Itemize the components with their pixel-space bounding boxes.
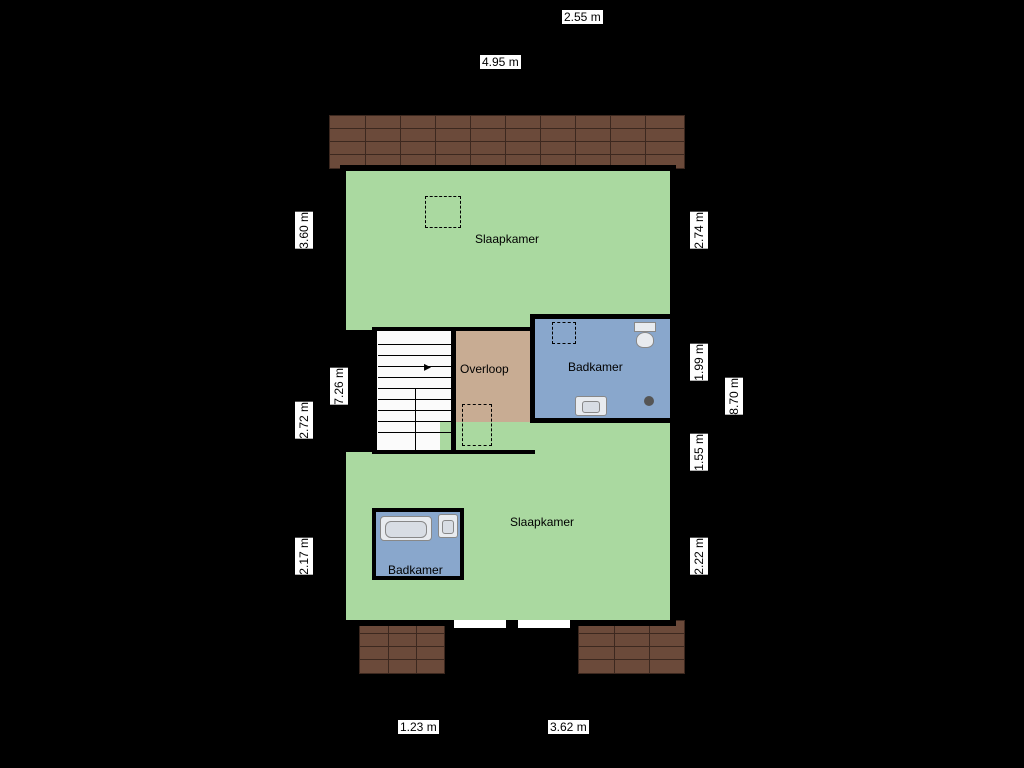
dim-left-2: 7.26 m: [330, 368, 348, 405]
stair-arrow-icon: ▸: [424, 358, 431, 375]
dim-right-2: 1.99 m: [690, 344, 708, 381]
wall: [670, 165, 676, 625]
wall: [372, 450, 454, 454]
dim-top-inner: 4.95 m: [480, 55, 521, 69]
room-bottom-leftfill: [345, 510, 375, 578]
label-slaapkamer-top: Slaapkamer: [475, 232, 539, 246]
room-slaapkamer-bottom-ext2: [345, 578, 442, 622]
bathtub-icon: [380, 516, 432, 541]
roof-bottom-left: [359, 620, 445, 674]
room-slaapkamer-bottom-ext: [345, 452, 442, 510]
hatch-overloop: [462, 404, 492, 446]
roof-top: [329, 115, 685, 169]
dim-left-3: 2.72 m: [295, 402, 313, 439]
floorplan-canvas: ▸ Slaapkamer Badkamer Overloop Slaapkame…: [0, 0, 1024, 768]
wall: [340, 620, 676, 626]
toilet-icon: [634, 322, 656, 348]
wall: [372, 327, 377, 453]
hatch-top: [425, 196, 461, 228]
dim-right-1: 2.74 m: [690, 212, 708, 249]
dim-right-5: 2.22 m: [690, 538, 708, 575]
wall: [372, 508, 376, 578]
window-opening: [516, 620, 572, 628]
dim-right-3: 8.70 m: [725, 378, 743, 415]
drain-icon: [644, 396, 654, 406]
dim-top-outer: 2.55 m: [562, 10, 603, 24]
sink-top-icon: [575, 396, 607, 416]
label-badkamer-top: Badkamer: [568, 360, 623, 374]
wall: [530, 418, 672, 423]
sink-bottom-icon: [438, 514, 458, 538]
label-slaapkamer-bottom: Slaapkamer: [510, 515, 574, 529]
stairs: [378, 333, 453, 450]
wall: [340, 165, 676, 171]
wall: [530, 314, 672, 319]
washer-icon: [552, 322, 576, 344]
dim-bottom-2: 3.62 m: [548, 720, 589, 734]
wall: [377, 327, 533, 331]
wall: [372, 508, 464, 512]
dim-left-1: 3.60 m: [295, 212, 313, 249]
label-badkamer-bottom: Badkamer: [388, 563, 443, 577]
window-opening: [452, 620, 508, 628]
dim-left-4: 2.17 m: [295, 538, 313, 575]
dim-bottom-1: 1.23 m: [398, 720, 439, 734]
roof-bottom-right: [578, 620, 685, 674]
label-overloop: Overloop: [460, 362, 509, 376]
wall: [460, 508, 464, 578]
wall: [451, 450, 535, 454]
dim-right-4: 1.55 m: [690, 434, 708, 471]
